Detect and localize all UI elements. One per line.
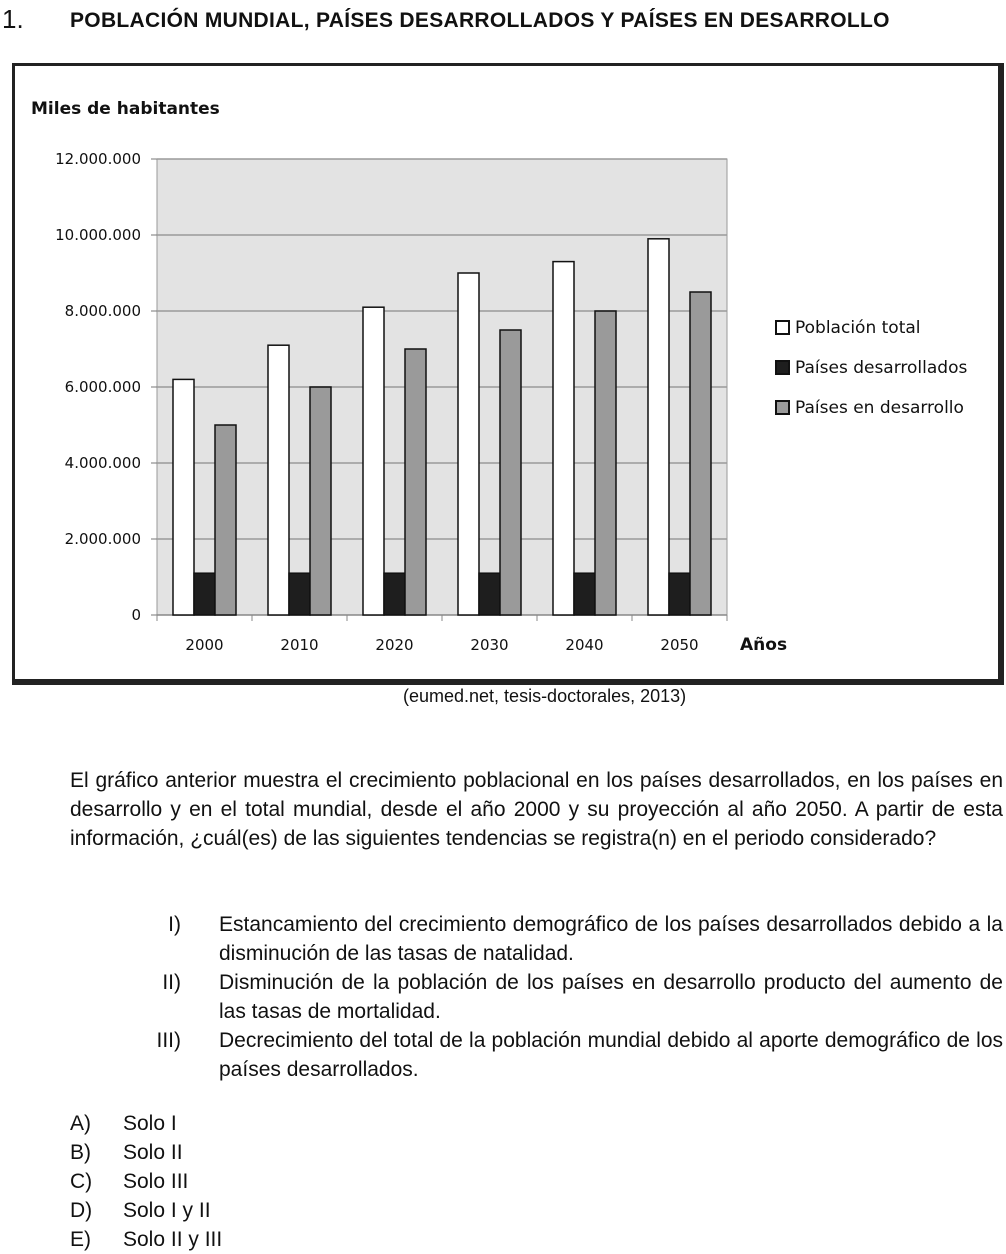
option-text[interactable]: Solo II <box>123 1141 183 1164</box>
bar <box>478 572 501 616</box>
statement-number: II) <box>162 971 181 994</box>
population-bar-chart: 0 2.000.000 4.000.000 6.000.000 8.000.000 10.… <box>31 99 967 655</box>
x-tick-label: 2050 <box>660 636 698 654</box>
bar <box>668 572 691 616</box>
bar <box>193 572 216 616</box>
y-tick-label: 12.000.000 <box>55 150 141 168</box>
legend-swatch <box>775 400 790 415</box>
legend-swatch <box>775 320 790 335</box>
y-tick-label: 0 <box>131 606 141 624</box>
bar <box>499 329 522 616</box>
legend-label: Población total <box>795 318 921 338</box>
chart-frame: 0 2.000.000 4.000.000 6.000.000 8.000.000 10.… <box>12 63 1004 685</box>
option-text[interactable]: Solo I y II <box>123 1199 211 1222</box>
bar <box>689 291 712 616</box>
bar <box>457 272 480 616</box>
statement-number: I) <box>168 913 181 936</box>
bar <box>267 344 290 616</box>
bar <box>647 238 670 616</box>
statement-text: Decrecimiento del total de la población … <box>219 1029 1003 1081</box>
x-axis-title: Años <box>740 635 787 655</box>
option-text[interactable]: Solo I <box>123 1112 177 1135</box>
question-intro: El gráfico anterior muestra el crecimien… <box>70 769 1003 850</box>
option-letter: B) <box>70 1141 91 1164</box>
option-letter: A) <box>70 1112 91 1135</box>
x-tick-label: 2020 <box>375 636 413 654</box>
x-tick-label: 2000 <box>185 636 223 654</box>
option-letter: E) <box>70 1228 91 1251</box>
bar <box>383 572 406 616</box>
y-tick-label: 2.000.000 <box>65 530 141 548</box>
bar <box>573 572 596 616</box>
bar <box>309 386 332 616</box>
x-tick-label: 2030 <box>470 636 508 654</box>
y-tick-label: 4.000.000 <box>65 454 141 472</box>
question-number: 1. <box>2 4 24 34</box>
y-tick-label: 10.000.000 <box>55 226 141 244</box>
x-tick-label: 2010 <box>280 636 318 654</box>
bar <box>288 572 311 616</box>
bar <box>594 310 617 616</box>
bar <box>404 348 427 616</box>
statement-number: III) <box>156 1029 182 1052</box>
option-text[interactable]: Solo III <box>123 1170 189 1193</box>
bar <box>552 260 575 616</box>
bar <box>362 306 385 616</box>
bar <box>172 378 195 616</box>
legend-label: Países en desarrollo <box>795 398 964 418</box>
question-title: POBLACIÓN MUNDIAL, PAÍSES DESARROLLADOS … <box>70 9 890 32</box>
x-tick-label: 2040 <box>565 636 603 654</box>
y-tick-label: 6.000.000 <box>65 378 141 396</box>
legend-label: Países desarrollados <box>795 358 967 378</box>
source-citation: (eumed.net, tesis-doctorales, 2013) <box>403 686 687 706</box>
y-tick-label: 8.000.000 <box>65 302 141 320</box>
y-axis-title: Miles de habitantes <box>31 99 220 119</box>
bar <box>214 424 237 616</box>
option-text[interactable]: Solo II y III <box>123 1228 223 1251</box>
legend-swatch <box>775 360 790 375</box>
statement-text: Estancamiento del crecimiento demográfic… <box>219 913 1003 965</box>
statement-text: Disminución de la población de los paíse… <box>219 971 1003 1023</box>
option-letter: D) <box>70 1199 93 1222</box>
option-letter: C) <box>70 1170 93 1193</box>
